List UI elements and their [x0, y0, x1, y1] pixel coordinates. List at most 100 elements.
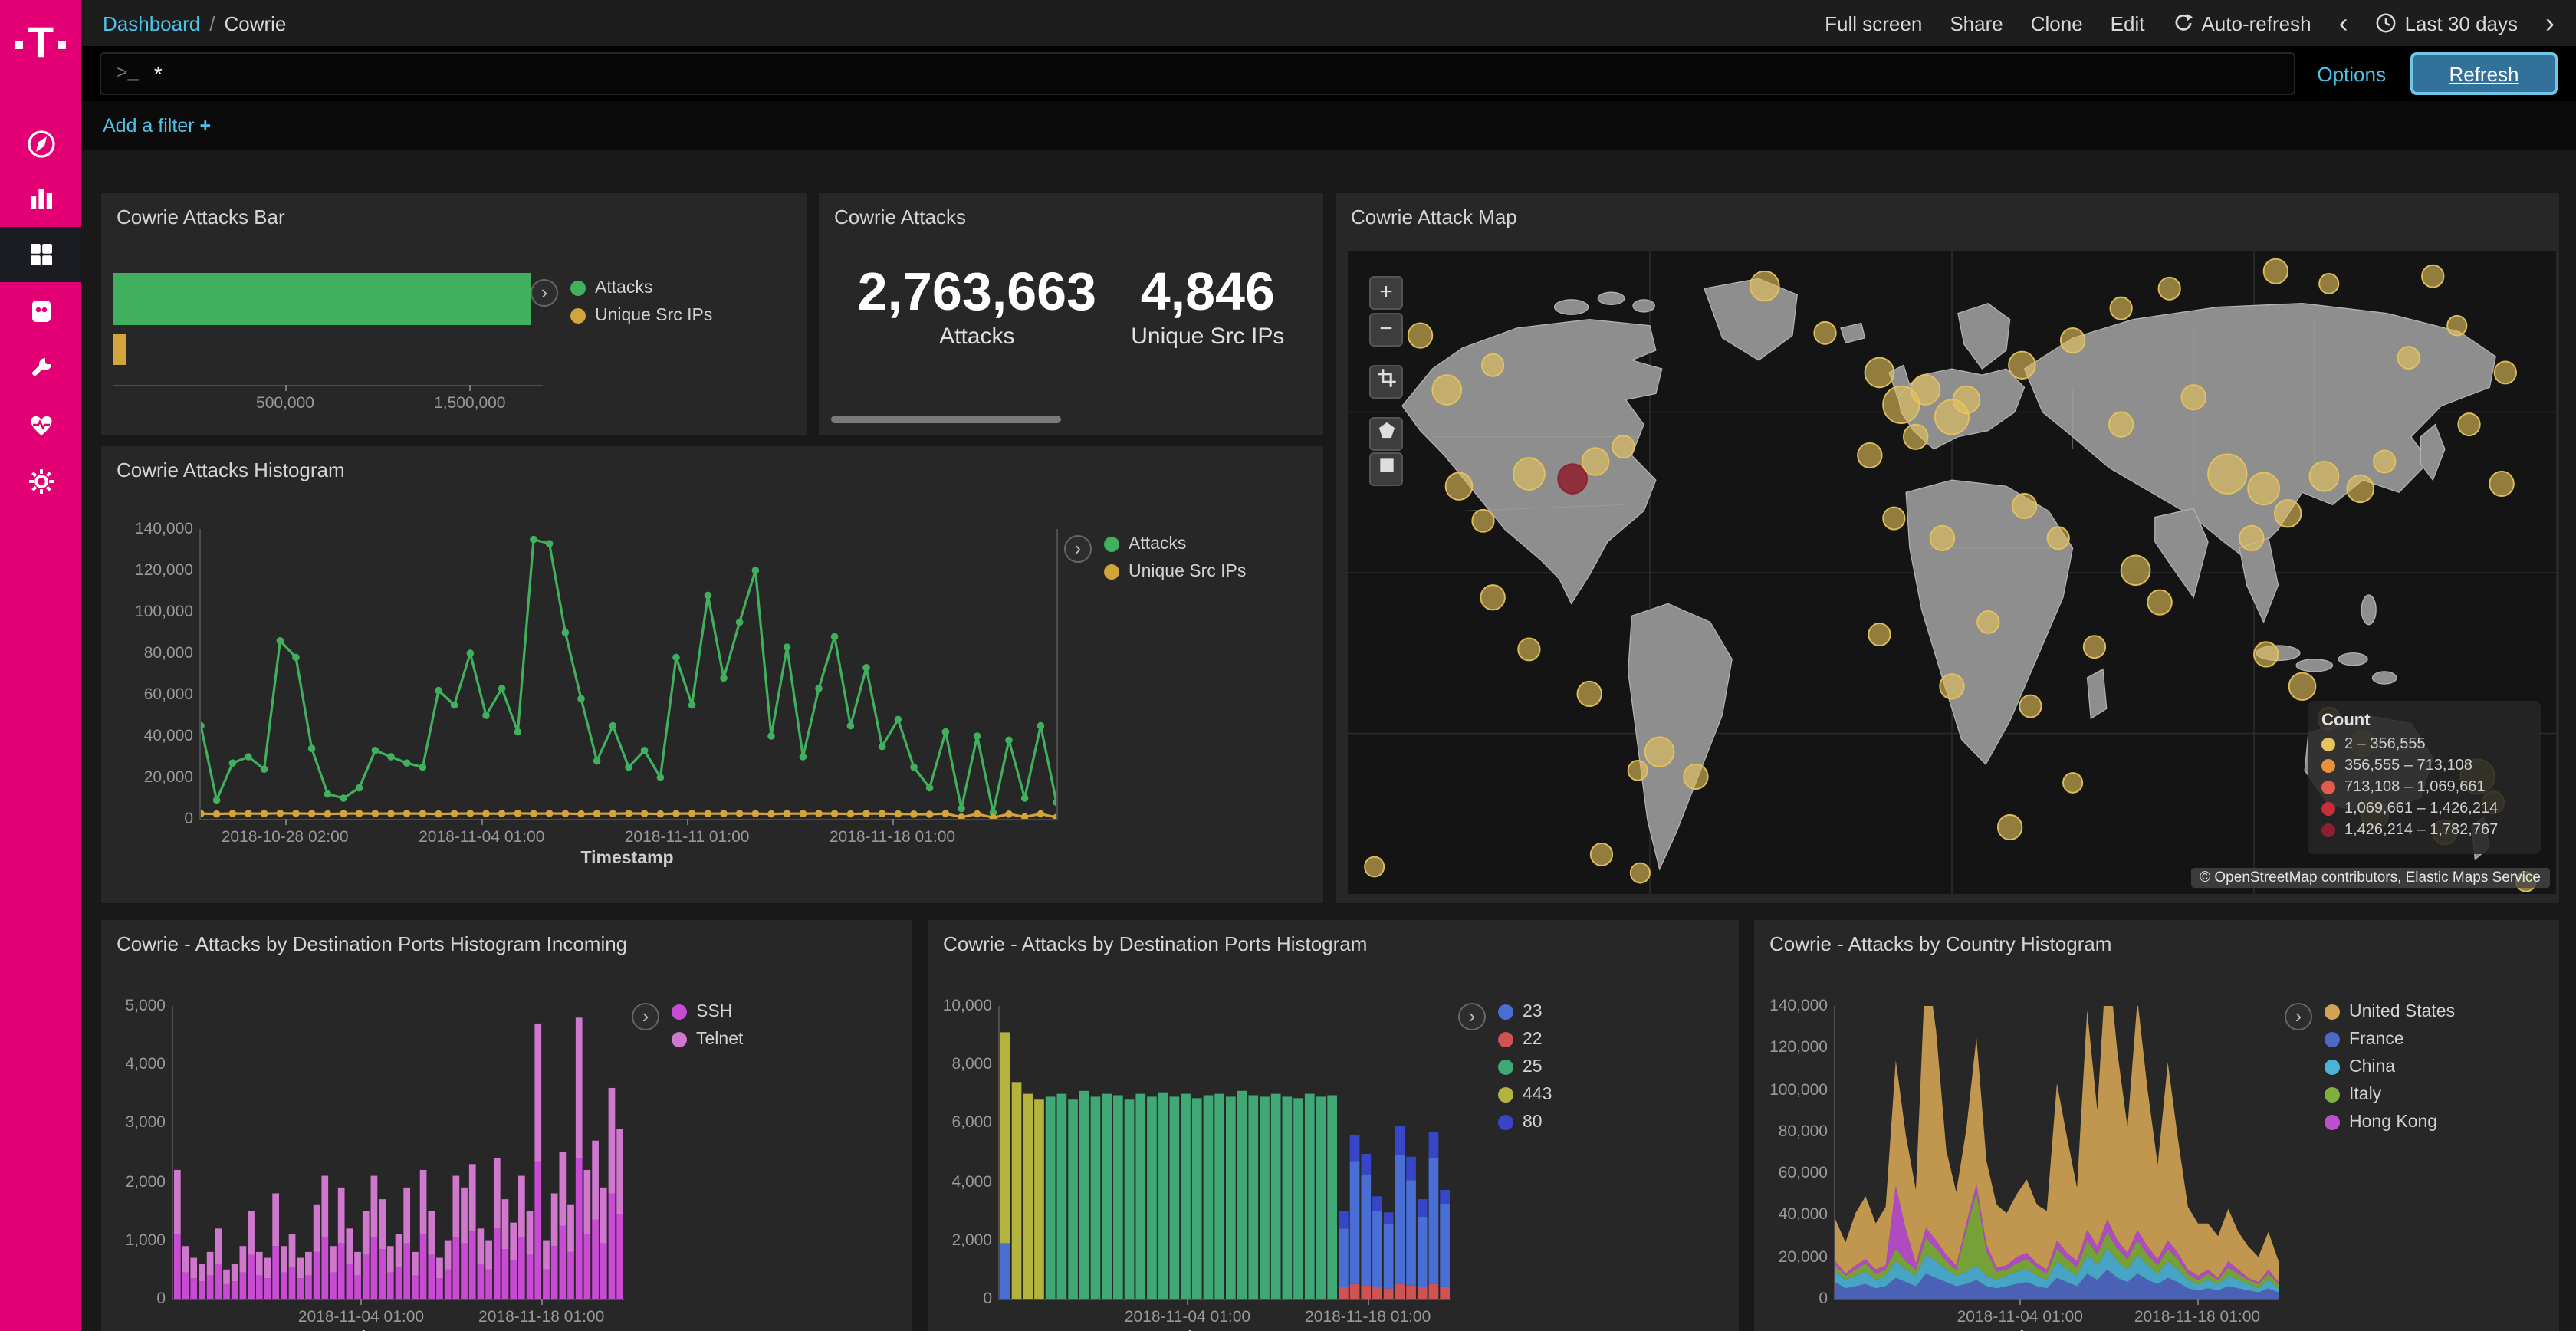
bar-segment-SSH[interactable]	[461, 1243, 468, 1299]
bar-segment-Telnet[interactable]	[428, 1211, 435, 1255]
bar-segment-SSH[interactable]	[428, 1254, 435, 1299]
breadcrumb-dashboard-link[interactable]: Dashboard	[103, 12, 201, 35]
bar-segment-SSH[interactable]	[600, 1243, 607, 1299]
bar-segment-SSH[interactable]	[190, 1278, 198, 1299]
bar-segment-22[interactable]	[1361, 1285, 1372, 1299]
bar-segment-80[interactable]	[1349, 1135, 1360, 1162]
search-input[interactable]	[153, 61, 2279, 86]
map-bubble[interactable]	[2273, 498, 2302, 528]
map-bubble[interactable]	[1813, 320, 1837, 345]
bar-segment-25[interactable]	[1068, 1099, 1078, 1299]
map-bubble[interactable]	[1996, 813, 2023, 841]
world-map-canvas[interactable]: + −	[1348, 251, 2556, 894]
bar-segment-Telnet[interactable]	[616, 1129, 623, 1214]
map-bubble[interactable]	[1407, 322, 1434, 349]
bar-segment-23[interactable]	[1406, 1180, 1416, 1286]
bar-segment-Telnet[interactable]	[379, 1199, 386, 1250]
bar-segment-Telnet[interactable]	[395, 1234, 402, 1267]
bar-segment-SSH[interactable]	[182, 1272, 189, 1299]
map-bubble[interactable]	[1480, 353, 1505, 377]
bar-segment-Telnet[interactable]	[461, 1187, 468, 1244]
bar-segment-25[interactable]	[1327, 1095, 1337, 1300]
bar-segment-Telnet[interactable]	[354, 1251, 361, 1276]
bar-segment-SSH[interactable]	[559, 1225, 567, 1300]
legend-item[interactable]: Unique Src IPs	[570, 307, 712, 325]
map-zoom-in-button[interactable]: +	[1369, 276, 1403, 310]
map-bubble[interactable]	[2062, 772, 2084, 794]
sidebar-item-management[interactable]	[0, 454, 81, 509]
bar-segment-Telnet[interactable]	[436, 1257, 443, 1279]
bar-segment-SSH[interactable]	[297, 1278, 304, 1299]
bar-segment-Telnet[interactable]	[297, 1257, 304, 1279]
map-bubble[interactable]	[2346, 474, 2374, 504]
sidebar-item-dashboard[interactable]	[0, 227, 81, 282]
legend-item[interactable]: SSH	[672, 1003, 743, 1021]
bar-segment-80[interactable]	[1428, 1132, 1439, 1158]
map-bubble[interactable]	[2147, 589, 2173, 616]
legend-item[interactable]: 25	[1498, 1058, 1552, 1076]
bar-segment-Telnet[interactable]	[567, 1204, 574, 1252]
legend-item[interactable]: Unique Src IPs	[1104, 563, 1246, 581]
auto-refresh-button[interactable]: Auto-refresh	[2172, 12, 2312, 35]
map-bubble[interactable]	[1612, 435, 1635, 459]
map-bubble[interactable]	[2446, 314, 2468, 337]
bar-segment-SSH[interactable]	[534, 1161, 542, 1299]
map-bubble[interactable]	[1952, 385, 1981, 415]
bar-segment-Telnet[interactable]	[543, 1240, 550, 1270]
bar-segment-SSH[interactable]	[583, 1234, 591, 1299]
bar-segment-23[interactable]	[1361, 1174, 1372, 1286]
bar-segment-SSH[interactable]	[543, 1269, 550, 1299]
map-zoom-out-button[interactable]: −	[1369, 313, 1403, 347]
legend-item[interactable]: France	[2325, 1030, 2455, 1049]
bar-segment-23[interactable]	[1383, 1224, 1394, 1289]
bar-segment-SSH[interactable]	[370, 1237, 378, 1299]
bar-segment-22[interactable]	[1417, 1287, 1428, 1299]
bar-segment-Telnet[interactable]	[518, 1175, 525, 1237]
legend-item[interactable]: Telnet	[672, 1030, 743, 1049]
bar-segment-SSH[interactable]	[305, 1275, 312, 1299]
bar-segment-23[interactable]	[1372, 1211, 1382, 1287]
map-bubble[interactable]	[2120, 554, 2151, 587]
map-bubble[interactable]	[1581, 447, 1610, 476]
map-bubble[interactable]	[1431, 374, 1463, 406]
bar-segment-SSH[interactable]	[330, 1272, 337, 1299]
bar-segment-SSH[interactable]	[395, 1266, 402, 1299]
map-bubble[interactable]	[1976, 610, 2000, 634]
bar-segment-25[interactable]	[1181, 1093, 1191, 1299]
bar-segment-Telnet[interactable]	[215, 1228, 222, 1264]
bar-segment-Telnet[interactable]	[583, 1169, 591, 1234]
map-bubble[interactable]	[1629, 862, 1651, 884]
map-bubble[interactable]	[1589, 842, 1614, 866]
bar-segment-25[interactable]	[1147, 1096, 1157, 1299]
sidebar-item-discover[interactable]	[0, 117, 81, 172]
time-range-picker[interactable]: Last 30 days	[2376, 12, 2518, 35]
bar-segment-SSH[interactable]	[412, 1275, 419, 1299]
bar-segment-22[interactable]	[1395, 1283, 1405, 1299]
bar-segment-SSH[interactable]	[199, 1281, 205, 1299]
time-back-chevron[interactable]: ‹	[2338, 8, 2348, 38]
map-polygon-tool-button[interactable]	[1369, 417, 1403, 451]
bar-segment-Telnet[interactable]	[403, 1187, 411, 1244]
legend-item[interactable]: China	[2325, 1058, 2455, 1076]
bar-segment-SSH[interactable]	[436, 1278, 443, 1299]
bar-segment-SSH[interactable]	[567, 1251, 574, 1299]
bar-segment-Telnet[interactable]	[223, 1269, 230, 1284]
bar-segment-SSH[interactable]	[346, 1264, 353, 1299]
bar-segment-Telnet[interactable]	[452, 1175, 460, 1237]
bar-segment-SSH[interactable]	[477, 1264, 485, 1299]
bar-segment-25[interactable]	[1248, 1095, 1259, 1300]
bar-segment-25[interactable]	[1304, 1093, 1315, 1299]
bar-segment-SSH[interactable]	[239, 1272, 247, 1299]
map-bubble[interactable]	[2318, 273, 2340, 294]
map-bubble[interactable]	[1929, 524, 1956, 551]
bar-segment-Telnet[interactable]	[231, 1264, 238, 1282]
bar-segment-SSH[interactable]	[264, 1278, 271, 1299]
legend-item[interactable]: 22	[1498, 1030, 1552, 1049]
bar-segment-SSH[interactable]	[452, 1237, 460, 1299]
area-United States[interactable]	[1835, 1006, 2279, 1283]
bar-segment-SSH[interactable]	[403, 1243, 411, 1299]
bar-segment-443[interactable]	[1011, 1082, 1022, 1299]
bar-segment-Telnet[interactable]	[199, 1264, 205, 1282]
bar-segment-SSH[interactable]	[501, 1249, 509, 1299]
legend-toggle-icon[interactable]: ›	[2285, 1003, 2312, 1030]
